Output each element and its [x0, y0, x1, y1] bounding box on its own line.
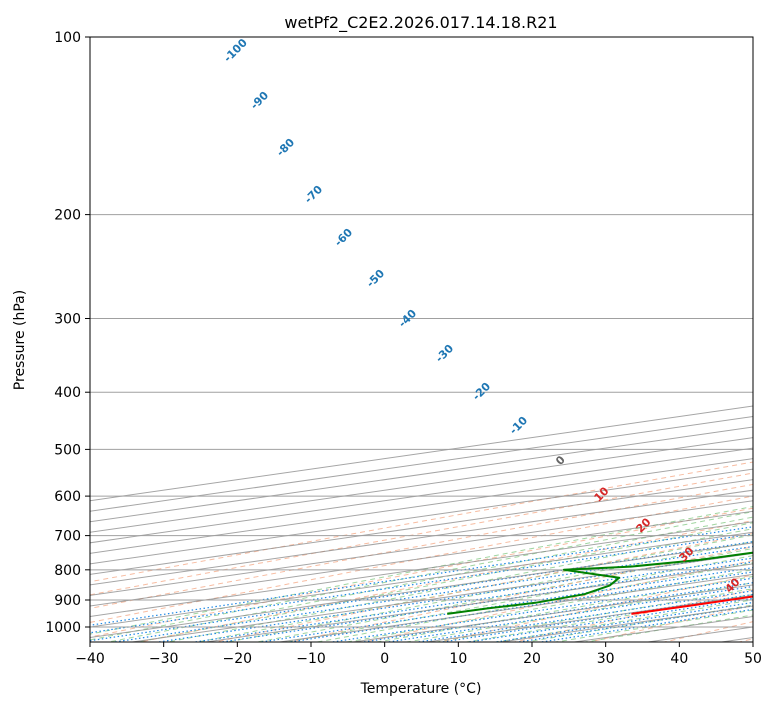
x-tick-label: 20: [523, 651, 541, 667]
isotherm-line: [90, 521, 753, 617]
y-tick-label: 700: [54, 529, 81, 545]
x-tick-label: −30: [149, 651, 179, 667]
chart-title: wetPf2_C2E2.2026.017.14.18.R21: [284, 13, 557, 33]
moist-adiabat-line: [374, 575, 753, 642]
moist-adiabat-line: [135, 522, 753, 642]
isotherm-line: [90, 479, 753, 575]
moist-adiabat-line: [106, 516, 753, 642]
x-axis-title: Temperature (°C): [360, 681, 482, 697]
y-axis-title: Pressure (hPa): [12, 290, 28, 390]
dry-adiabat-line: [90, 495, 753, 623]
dewpoint-profile-line: [447, 551, 753, 615]
mixing-ratio-line: [418, 590, 753, 642]
mixing-ratio-line: [90, 533, 753, 634]
mixing-ratio-line: [195, 557, 753, 642]
mixing-ratio-line: [388, 585, 753, 642]
x-tick-label: 50: [744, 651, 762, 667]
plot-frame: [89, 36, 754, 643]
y-tick-label: 200: [54, 208, 81, 224]
isotherm-line: [90, 489, 753, 586]
y-tick-label: 300: [54, 312, 81, 328]
isotherms: [90, 405, 753, 642]
x-tick-label: 0: [380, 651, 389, 667]
y-tick-label: 400: [54, 385, 81, 401]
isotherm-line: [90, 468, 753, 565]
x-axis: −40 −30 −20 −10 0 10 20 30 40 50: [75, 642, 762, 667]
dry-adiabat-line: [90, 507, 753, 638]
x-tick-label: 10: [449, 651, 467, 667]
y-axis: 100 200 300 400 500 600 700 800 900 1000: [45, 30, 90, 636]
isobars: [90, 37, 753, 628]
isotherm-line: [90, 510, 753, 607]
y-tick-label: 500: [54, 442, 81, 458]
y-tick-label: 900: [54, 593, 81, 609]
x-tick-label: −40: [75, 651, 105, 667]
moist-adiabat-line: [433, 588, 753, 642]
isotherm-line: [90, 531, 753, 628]
mixing-ratio-line: [442, 593, 753, 642]
isotherm-line: [90, 500, 753, 596]
x-tick-label: −10: [296, 651, 326, 667]
x-tick-label: 30: [597, 651, 615, 667]
mixing-ratio-line: [90, 526, 753, 626]
x-tick-label: −20: [223, 651, 253, 667]
mixing-ratio-line: [332, 577, 753, 642]
y-tick-label: 600: [54, 489, 81, 505]
isotherm-line: [90, 458, 753, 554]
moist-adiabat-line: [254, 547, 753, 642]
isotherm-line: [90, 542, 753, 639]
dry-adiabat-line: [90, 461, 753, 583]
moist-adiabat-line: [224, 540, 753, 642]
sounding-profiles: [447, 551, 753, 615]
moist-adiabat-line: [90, 506, 753, 635]
x-tick-label: 40: [670, 651, 688, 667]
y-tick-label: 100: [54, 30, 81, 46]
y-tick-label: 1000: [45, 620, 81, 636]
y-tick-label: 800: [54, 563, 81, 579]
moist-adiabat-line: [90, 511, 753, 641]
